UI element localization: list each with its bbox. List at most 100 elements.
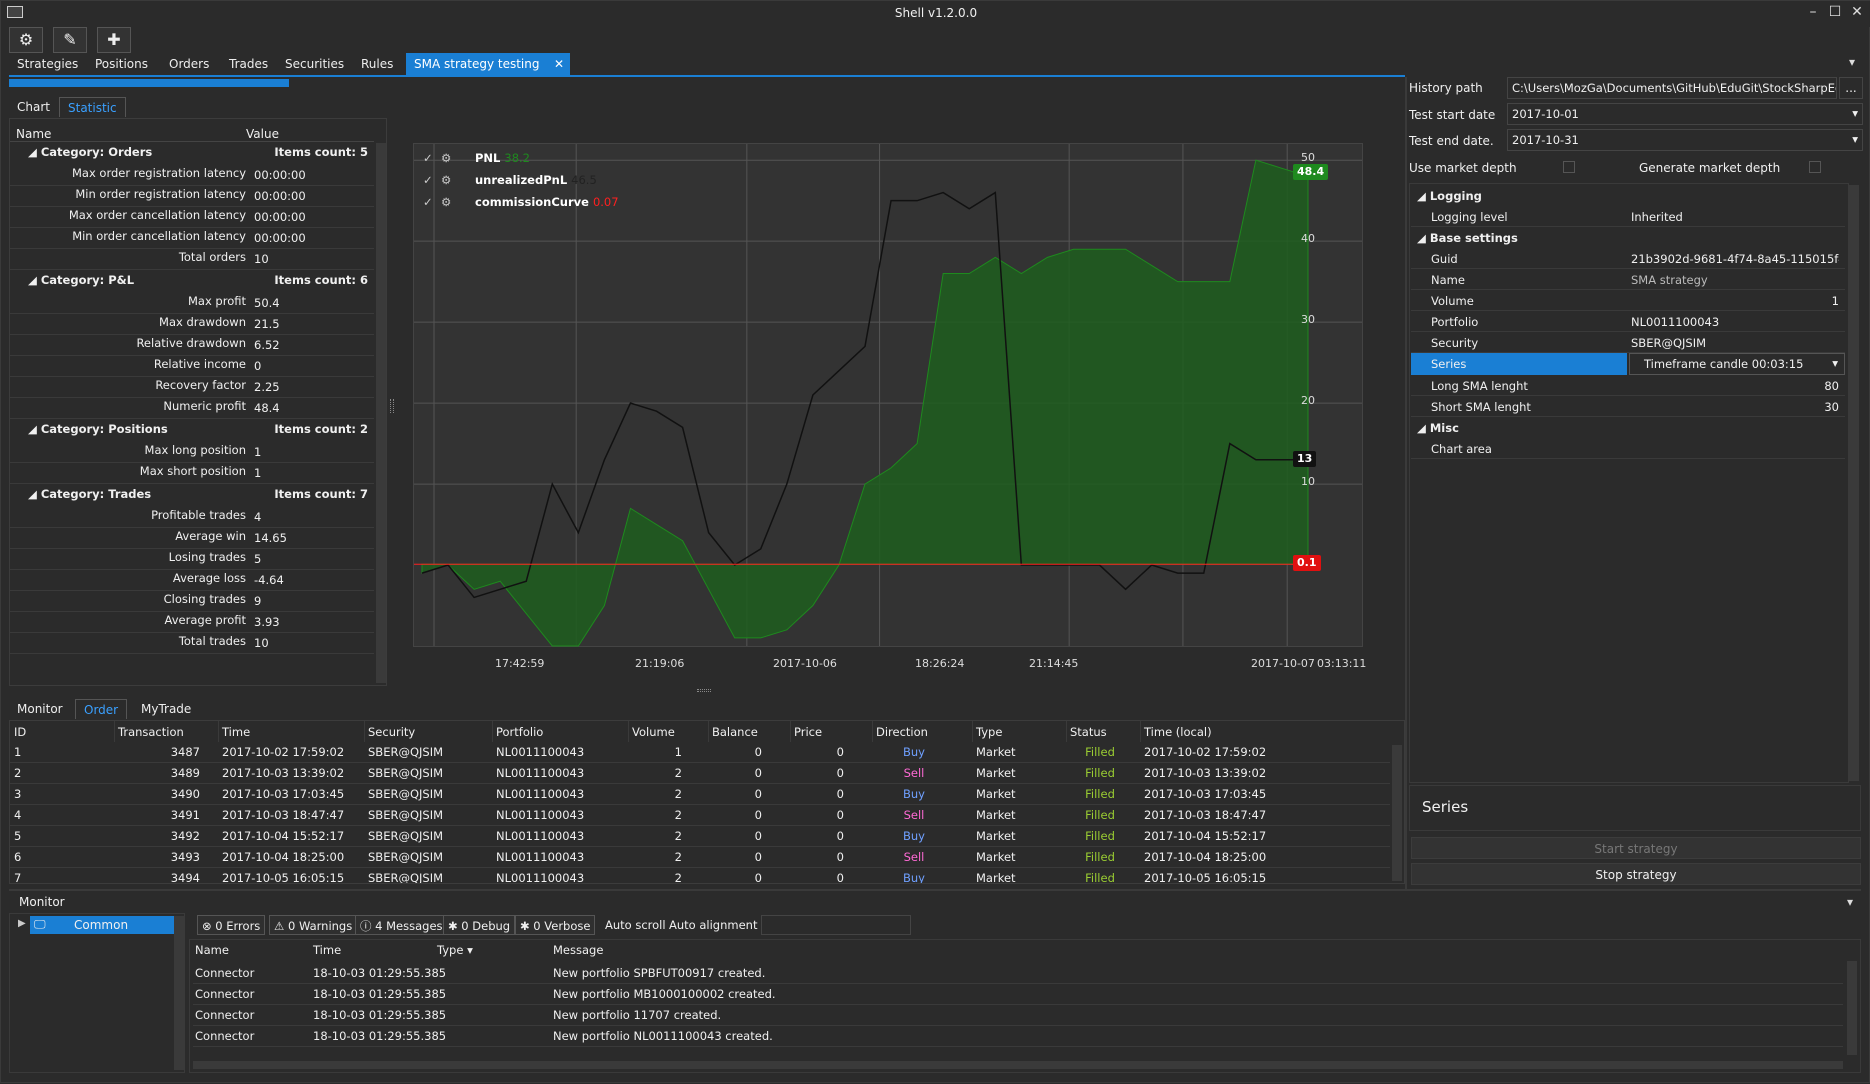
prop-portfolio[interactable]: Portfolio NL0011100043 xyxy=(1411,311,1845,332)
stat-category[interactable]: ◢ Category: Orders xyxy=(28,145,153,159)
close-icon[interactable]: ✕ xyxy=(1851,4,1863,20)
prop-long-sma[interactable]: Long SMA lenght 80 xyxy=(1411,375,1845,396)
chevron-down-icon[interactable]: ▾ xyxy=(1832,356,1838,370)
start-date-picker[interactable]: 2017-10-01 ▾ xyxy=(1507,103,1863,125)
tab-mytrade[interactable]: MyTrade xyxy=(141,702,192,716)
end-date-picker[interactable]: 2017-10-31 ▾ xyxy=(1507,129,1863,151)
tab-orders[interactable]: Orders xyxy=(169,57,210,71)
chevron-down-icon[interactable]: ▾ xyxy=(1852,106,1858,120)
statistic-scrollbar[interactable] xyxy=(376,143,386,683)
gear-icon[interactable]: ⚙ xyxy=(441,195,452,209)
prop-volume[interactable]: Volume 1 xyxy=(1411,290,1845,311)
wrench-icon[interactable]: ✎ xyxy=(53,27,87,53)
tab-monitor[interactable]: Monitor xyxy=(17,702,63,716)
auto-scroll-toggle[interactable]: Auto scroll xyxy=(605,918,666,932)
table-row[interactable]: 7 3494 2017-10-05 16:05:15 SBER@QJSIM NL0011… xyxy=(10,868,1390,883)
tab-chart[interactable]: Chart xyxy=(17,100,50,114)
debug-filter[interactable]: ✱ 0 Debug xyxy=(443,915,516,935)
table-row[interactable]: 2 3489 2017-10-03 13:39:02 SBER@QJSIM NL0011… xyxy=(10,763,1390,784)
orders-col-header[interactable]: Status xyxy=(1070,725,1107,739)
tab-sma-strategy-testing[interactable]: SMA strategy testing ✕ xyxy=(406,53,570,75)
stat-category[interactable]: ◢ Category: Positions xyxy=(28,422,168,436)
table-row[interactable]: 6 3493 2017-10-04 18:25:00 SBER@QJSIM NL0011… xyxy=(10,847,1390,868)
orders-col-header[interactable]: Balance xyxy=(712,725,758,739)
chart-area[interactable] xyxy=(413,143,1363,647)
log-hscrollbar[interactable] xyxy=(193,1061,1843,1069)
tab-close-icon[interactable]: ✕ xyxy=(553,57,564,71)
log-col-header[interactable]: Name xyxy=(195,943,229,957)
check-icon[interactable]: ✓ xyxy=(423,173,433,187)
plus-icon[interactable]: ✚ xyxy=(97,27,131,53)
prop-logging-level[interactable]: Logging level Inherited xyxy=(1411,206,1845,227)
monitor-search-input[interactable] xyxy=(761,915,911,935)
log-col-header[interactable]: Time xyxy=(313,943,342,957)
orders-col-header[interactable]: Transaction xyxy=(118,725,184,739)
gear-icon[interactable]: ⚙ xyxy=(441,151,452,165)
orders-col-header[interactable]: Portfolio xyxy=(496,725,544,739)
category-misc[interactable]: ◢ Misc xyxy=(1417,421,1459,435)
log-col-header[interactable]: Message xyxy=(553,943,604,957)
orders-col-header[interactable]: Time (local) xyxy=(1144,725,1212,739)
orders-col-header[interactable]: Type xyxy=(976,725,1003,739)
series-dropdown[interactable]: Timeframe candle 00:03:15 ▾ xyxy=(1629,353,1845,375)
orders-col-header[interactable]: ID xyxy=(14,725,27,739)
start-strategy-button[interactable]: Start strategy xyxy=(1411,837,1861,859)
tab-statistic[interactable]: Statistic xyxy=(59,97,126,117)
table-row[interactable]: 5 3492 2017-10-04 15:52:17 SBER@QJSIM NL0011… xyxy=(10,826,1390,847)
maximize-icon[interactable]: ☐ xyxy=(1828,4,1842,20)
splitter-handle[interactable] xyxy=(390,399,394,413)
gen-depth-checkbox[interactable] xyxy=(1809,161,1821,173)
prop-name[interactable]: Name SMA strategy xyxy=(1411,269,1845,290)
property-scrollbar[interactable] xyxy=(1849,185,1859,781)
prop-guid[interactable]: Guid 21b3902d-9681-4f74-8a45-115015f4... xyxy=(1411,248,1845,269)
splitter-handle-h[interactable] xyxy=(697,689,711,692)
check-icon[interactable]: ✓ xyxy=(423,195,433,209)
verbose-filter[interactable]: ✱ 0 Verbose xyxy=(515,915,596,935)
orders-col-header[interactable]: Price xyxy=(794,725,823,739)
history-path-input[interactable]: C:\Users\MozGa\Documents\GitHub\EduGit\S… xyxy=(1507,77,1837,99)
prop-short-sma[interactable]: Short SMA lenght 30 xyxy=(1411,396,1845,417)
orders-scrollbar[interactable] xyxy=(1392,745,1402,881)
orders-col-header[interactable]: Time xyxy=(222,725,251,739)
messages-filter[interactable]: ⓘ 4 Messages xyxy=(355,915,448,935)
category-logging[interactable]: ◢ Logging xyxy=(1417,189,1482,203)
orders-col-header[interactable]: Volume xyxy=(632,725,675,739)
tab-trades[interactable]: Trades xyxy=(229,57,269,71)
tree-scrollbar[interactable] xyxy=(174,916,184,1070)
prop-chart-area[interactable]: Chart area xyxy=(1411,438,1845,459)
tab-securities[interactable]: Securities xyxy=(285,57,345,71)
gear-icon[interactable]: ⚙ xyxy=(9,27,43,53)
legend-item[interactable]: ✓ ⚙ PNL 38.2 xyxy=(423,151,530,171)
browse-button[interactable]: ... xyxy=(1839,77,1863,99)
tree-item-common[interactable]: 🖵 Common xyxy=(30,916,178,934)
check-icon[interactable]: ✓ xyxy=(423,151,433,165)
tabs-dropdown-icon[interactable]: ▾ xyxy=(1849,55,1856,69)
orders-col-header[interactable]: Direction xyxy=(876,725,928,739)
chevron-down-icon[interactable]: ▾ xyxy=(1847,895,1854,909)
log-col-header[interactable]: Type ▾ xyxy=(437,943,473,957)
prop-security[interactable]: Security SBER@QJSIM xyxy=(1411,332,1845,353)
table-row[interactable]: 4 3491 2017-10-03 18:47:47 SBER@QJSIM NL0011… xyxy=(10,805,1390,826)
category-base-settings[interactable]: ◢ Base settings xyxy=(1417,231,1518,245)
table-row[interactable]: 3 3490 2017-10-03 17:03:45 SBER@QJSIM NL0011… xyxy=(10,784,1390,805)
auto-alignment-toggle[interactable]: Auto alignment xyxy=(669,918,758,932)
minimize-icon[interactable]: – xyxy=(1809,4,1817,20)
tab-strategies[interactable]: Strategies xyxy=(17,57,79,71)
orders-col-header[interactable]: Security xyxy=(368,725,416,739)
legend-item[interactable]: ✓ ⚙ commissionCurve 0.07 xyxy=(423,195,619,215)
warnings-filter[interactable]: ⚠ 0 Warnings xyxy=(269,915,358,935)
tab-positions[interactable]: Positions xyxy=(95,57,148,71)
tab-rules[interactable]: Rules xyxy=(361,57,394,71)
market-depth-checkbox[interactable] xyxy=(1563,161,1575,173)
stat-category[interactable]: ◢ Category: Trades xyxy=(28,487,152,501)
legend-item[interactable]: ✓ ⚙ unrealizedPnL 46.5 xyxy=(423,173,597,193)
expand-icon[interactable]: ▶ xyxy=(18,918,26,929)
stat-category[interactable]: ◢ Category: P&L xyxy=(28,273,135,287)
tab-order[interactable]: Order xyxy=(75,699,128,719)
gear-icon[interactable]: ⚙ xyxy=(441,173,452,187)
table-row[interactable]: 1 3487 2017-10-02 17:59:02 SBER@QJSIM NL0011… xyxy=(10,742,1390,763)
errors-filter[interactable]: ⊗ 0 Errors xyxy=(197,915,266,935)
chevron-down-icon[interactable]: ▾ xyxy=(1852,132,1858,146)
prop-series[interactable]: Series Timeframe candle 00:03:15 ▾ xyxy=(1411,353,1845,375)
stop-strategy-button[interactable]: Stop strategy xyxy=(1411,863,1861,885)
